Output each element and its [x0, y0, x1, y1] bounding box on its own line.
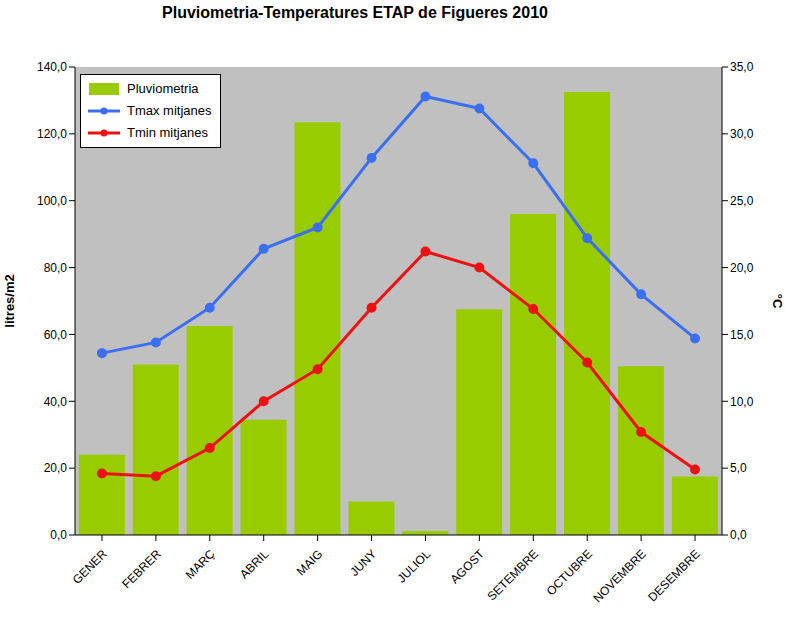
- svg-text:5,0: 5,0: [730, 461, 747, 475]
- svg-text:30,0: 30,0: [730, 127, 754, 141]
- svg-text:60,0: 60,0: [44, 328, 68, 342]
- svg-text:FEBRER: FEBRER: [119, 547, 164, 592]
- svg-text:100,0: 100,0: [37, 194, 67, 208]
- svg-text:SETEMBRE: SETEMBRE: [484, 547, 541, 604]
- svg-text:MAIG: MAIG: [294, 547, 326, 579]
- svg-text:JUNY: JUNY: [347, 547, 379, 579]
- html-text:Pluviometria: Pluviometria: [127, 81, 199, 96]
- svg-text:DESEMBRE: DESEMBRE: [645, 547, 703, 605]
- svg-text:0,0: 0,0: [50, 528, 67, 542]
- svg-text:40,0: 40,0: [44, 395, 68, 409]
- svg-text:80,0: 80,0: [44, 261, 68, 275]
- svg-text:0,0: 0,0: [730, 528, 747, 542]
- svg-text:litres/m2: litres/m2: [8, 274, 17, 327]
- svg-text:GENER: GENER: [70, 547, 110, 587]
- svg-text:AGOST: AGOST: [448, 546, 488, 586]
- svg-text:120,0: 120,0: [37, 127, 67, 141]
- svg-text:15,0: 15,0: [730, 328, 754, 342]
- svg-text:35,0: 35,0: [730, 60, 754, 74]
- html-text:Tmin mitjanes: Tmin mitjanes: [127, 125, 208, 140]
- svg-text:°C: °C: [770, 294, 785, 309]
- svg-text:140,0: 140,0: [37, 60, 67, 74]
- svg-text:20,0: 20,0: [44, 461, 68, 475]
- html-text:Pluviometria-Temperatures ETAP: Pluviometria-Temperatures ETAP de Figuer…: [162, 4, 548, 21]
- svg-text:MARÇ: MARÇ: [183, 547, 218, 582]
- html-text:Tmax mitjanes: Tmax mitjanes: [127, 103, 212, 118]
- svg-text:OCTUBRE: OCTUBRE: [544, 547, 595, 598]
- svg-text:10,0: 10,0: [730, 395, 754, 409]
- svg-text:25,0: 25,0: [730, 194, 754, 208]
- svg-text:JULIOL: JULIOL: [395, 547, 434, 586]
- svg-text:NOVEMBRE: NOVEMBRE: [590, 547, 648, 605]
- svg-text:ABRIL: ABRIL: [237, 547, 272, 582]
- svg-text:20,0: 20,0: [730, 261, 754, 275]
